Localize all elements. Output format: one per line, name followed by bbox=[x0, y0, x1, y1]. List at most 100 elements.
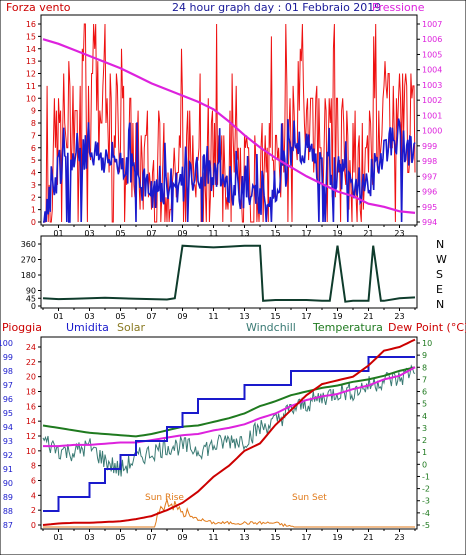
sun-set-label: Sun Set bbox=[292, 493, 327, 503]
pressure-label: Pressione bbox=[372, 1, 425, 14]
rain-tick-label: 16 bbox=[26, 402, 36, 411]
hour-tick-climate-label: 19 bbox=[332, 533, 342, 542]
pressure-tick-label: 1004 bbox=[422, 66, 442, 75]
temperature-tick-label: 5 bbox=[422, 400, 427, 409]
rain-tick-label: 0 bbox=[31, 521, 36, 530]
wind-tick-label: 0 bbox=[31, 218, 36, 227]
pressure-tick-label: 1001 bbox=[422, 111, 442, 120]
wind-tick-label: 11 bbox=[26, 82, 36, 91]
hour-tick-label: 13 bbox=[239, 229, 249, 238]
wind-tick-label: 6 bbox=[31, 144, 36, 153]
sun-rise-label: Sun Rise bbox=[145, 493, 184, 503]
wind-tick-label: 8 bbox=[31, 119, 36, 128]
humidity-tick-label: 89 bbox=[3, 493, 13, 502]
rain-tick-label: 10 bbox=[26, 447, 36, 456]
legend-solar: Solar bbox=[117, 321, 146, 334]
series-pressure bbox=[42, 38, 416, 214]
hour-tick-dir-label: 03 bbox=[84, 312, 94, 321]
legend-windchill: Windchill bbox=[246, 321, 296, 334]
hour-tick-climate-label: 09 bbox=[177, 533, 187, 542]
humidity-tick-label: 91 bbox=[3, 465, 13, 474]
pressure-tick-label: 994 bbox=[422, 218, 437, 227]
wind-tick-label: 12 bbox=[26, 70, 36, 79]
series-humidity bbox=[43, 356, 415, 512]
hour-tick-label: 15 bbox=[270, 229, 280, 238]
hour-tick-climate-label: 07 bbox=[146, 533, 156, 542]
hour-tick-label: 19 bbox=[332, 229, 342, 238]
temperature-tick-label: 1 bbox=[422, 448, 427, 457]
wind-tick-label: 5 bbox=[31, 156, 36, 165]
hour-tick-climate-label: 03 bbox=[84, 533, 94, 542]
series-rain bbox=[42, 338, 416, 526]
temperature-tick-label: 9 bbox=[422, 351, 427, 360]
humidity-tick-label: 99 bbox=[3, 353, 13, 362]
compass-label: S bbox=[436, 268, 443, 281]
temperature-tick-label: 4 bbox=[422, 412, 427, 421]
pressure-tick-label: 1005 bbox=[422, 50, 442, 59]
rain-tick-label: 8 bbox=[31, 462, 36, 471]
humidity-tick-label: 88 bbox=[3, 507, 13, 516]
hour-tick-label: 01 bbox=[53, 229, 63, 238]
hour-tick-dir-label: 05 bbox=[115, 312, 125, 321]
hour-tick-label: 03 bbox=[84, 229, 94, 238]
humidity-tick-label: 87 bbox=[3, 521, 13, 530]
rain-tick-label: 22 bbox=[26, 358, 36, 367]
wind-tick-label: 15 bbox=[26, 32, 36, 41]
legend-pioggia: Pioggia bbox=[2, 321, 42, 334]
compass-label: N bbox=[436, 298, 444, 311]
rain-tick-label: 12 bbox=[26, 432, 36, 441]
wind-tick-label: 14 bbox=[26, 45, 36, 54]
hour-tick-climate-label: 15 bbox=[270, 533, 280, 542]
humidity-tick-label: 96 bbox=[3, 395, 13, 404]
hour-tick-climate-label: 01 bbox=[53, 533, 63, 542]
hour-tick-climate-label: 23 bbox=[394, 533, 404, 542]
direction-tick-label: 270 bbox=[21, 256, 36, 265]
temperature-tick-label: -5 bbox=[422, 521, 430, 530]
hour-tick-label: 05 bbox=[115, 229, 125, 238]
rain-tick-label: 14 bbox=[26, 417, 36, 426]
humidity-tick-label: 98 bbox=[3, 367, 13, 376]
wind-tick-label: 9 bbox=[31, 107, 36, 116]
humidity-tick-label: 95 bbox=[3, 409, 13, 418]
rain-tick-label: 20 bbox=[26, 373, 36, 382]
wind-tick-label: 1 bbox=[31, 206, 36, 215]
wind-plot-group: 0123456789101112131415169949959969979989… bbox=[26, 20, 443, 238]
hour-tick-dir-label: 11 bbox=[208, 312, 218, 321]
series-wind-direction bbox=[42, 244, 416, 303]
rain-tick-label: 4 bbox=[31, 491, 36, 500]
hour-tick-dir-label: 01 bbox=[53, 312, 63, 321]
compass-label: E bbox=[436, 283, 443, 296]
legend-dewpoint: Dew Point (°C) bbox=[388, 321, 466, 334]
hour-tick-dir-label: 19 bbox=[332, 312, 342, 321]
wind-tick-label: 10 bbox=[26, 94, 36, 103]
temperature-tick-label: 8 bbox=[422, 363, 427, 372]
compass-label: N bbox=[436, 238, 444, 251]
direction-tick-label: 0 bbox=[31, 302, 36, 311]
hour-tick-label: 23 bbox=[394, 229, 404, 238]
pressure-tick-label: 1003 bbox=[422, 81, 442, 90]
climate-plot-group: 8788899091929394959697989910002468101214… bbox=[0, 338, 432, 542]
series-solar bbox=[43, 497, 415, 528]
humidity-tick-label: 94 bbox=[3, 423, 13, 432]
hour-tick-climate-label: 11 bbox=[208, 533, 218, 542]
pressure-tick-label: 1006 bbox=[422, 35, 442, 44]
hour-tick-climate-label: 17 bbox=[301, 533, 311, 542]
wind-tick-label: 2 bbox=[31, 193, 36, 202]
temperature-tick-label: 0 bbox=[422, 460, 427, 469]
wind-tick-label: 7 bbox=[31, 131, 36, 140]
direction-tick-label: 180 bbox=[21, 271, 36, 280]
legend-temperatura: Temperatura bbox=[312, 321, 383, 334]
humidity-tick-label: 97 bbox=[3, 381, 13, 390]
pressure-tick-label: 1007 bbox=[422, 20, 442, 29]
hour-tick-climate-label: 21 bbox=[363, 533, 373, 542]
hour-tick-dir-label: 13 bbox=[239, 312, 249, 321]
pressure-tick-label: 997 bbox=[422, 172, 437, 181]
hour-tick-label: 17 bbox=[301, 229, 311, 238]
pressure-tick-label: 996 bbox=[422, 188, 437, 197]
panel-wind-direction bbox=[40, 235, 418, 309]
hour-tick-dir-label: 21 bbox=[363, 312, 373, 321]
wind-speed-label: Forza vento bbox=[6, 1, 71, 14]
hour-tick-label: 21 bbox=[363, 229, 373, 238]
pressure-tick-label: 998 bbox=[422, 157, 437, 166]
